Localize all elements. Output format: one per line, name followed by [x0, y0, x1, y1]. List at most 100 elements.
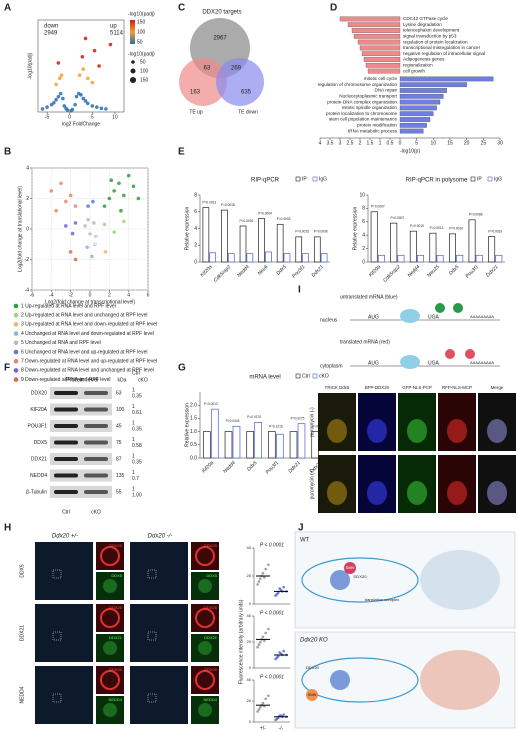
inset-box: [147, 631, 157, 641]
diagram-text: AUG: [368, 314, 379, 320]
point: [85, 101, 90, 106]
point: [102, 222, 107, 227]
y-tick-label: 4: [362, 233, 365, 239]
protein-name: DDX5: [34, 440, 48, 446]
point: [83, 224, 87, 228]
legend-label: 7 Down-regulated at RNA level and up-reg…: [21, 359, 157, 365]
bar-label: Lysine degradation: [403, 22, 442, 27]
micrograph: [130, 666, 188, 724]
bar-label: stem cell population maintenance: [329, 117, 398, 122]
y-tick-label: 1.0: [190, 429, 197, 435]
gene-label: Kif20a: [84, 229, 97, 234]
cell: [103, 579, 117, 593]
y-axis-label: Relative expression: [184, 206, 190, 250]
x-axis-label: Log2(fold change at transcriptional leve…: [45, 299, 135, 305]
cell-shape: [420, 550, 500, 610]
colorbar-tick: 50: [137, 39, 143, 45]
micrograph: [35, 604, 93, 662]
point: [68, 250, 73, 254]
legend-label: 2 Up-regulated at RNA level and unchange…: [21, 313, 147, 319]
kda: 45: [116, 423, 122, 429]
y-tick-label: 8: [194, 192, 197, 198]
bar: [399, 128, 424, 134]
y-tick-label: 40: [247, 545, 252, 550]
bar: [347, 22, 401, 28]
bar: [399, 76, 494, 82]
point: [117, 181, 121, 186]
cell: [100, 546, 120, 566]
x-tick-label: Nedd4: [222, 460, 237, 475]
column-header: TRICK Ddx5: [325, 385, 350, 390]
ratio: 1: [132, 486, 135, 492]
legend-swatch: [295, 373, 301, 379]
legend-swatch: [13, 312, 19, 318]
panel-label: B: [4, 147, 11, 158]
ratio: 1: [132, 453, 135, 459]
point: [56, 61, 61, 65]
legend-label: 9 Down-regulated at RNA and RPF level: [21, 377, 111, 383]
x-tick-label: 4: [319, 140, 322, 146]
bar-label: protein-DNA complex organization: [327, 99, 397, 104]
protein: [453, 303, 463, 313]
p-value: P=0.0013: [430, 226, 444, 230]
panel-label: F: [4, 363, 10, 374]
bar-label: mitotic cell cycle: [364, 76, 398, 81]
inset-box: [147, 693, 157, 703]
row-label: DDX21: [19, 625, 25, 641]
point: [126, 173, 131, 178]
blot-bg: [50, 469, 112, 482]
x-tick-label: 15: [447, 140, 453, 146]
p-value: P=0.0170: [247, 415, 261, 419]
x-tick-label: Neu25: [426, 264, 441, 279]
bar: [353, 33, 401, 39]
panel-label: D: [330, 3, 337, 14]
x-tick-label: Nedd4: [236, 264, 251, 279]
band: [54, 424, 78, 428]
genotype: Ddx20 -/-: [148, 534, 173, 540]
point: [93, 242, 97, 247]
bar: [313, 236, 321, 263]
panel-label: C: [178, 3, 185, 14]
x-tick-label: 30: [497, 140, 503, 146]
point: [264, 697, 268, 701]
size-swatch: [131, 60, 135, 64]
x-tick-label: Kif20a: [199, 264, 213, 278]
cell: [198, 703, 212, 717]
x-tick-label: 1.5: [367, 140, 374, 146]
point: [112, 230, 116, 234]
band: [84, 440, 108, 445]
point: [73, 257, 78, 262]
x-tick-label: 1: [379, 140, 382, 146]
micrograph: [130, 604, 188, 662]
p-value: P=0.0007: [390, 216, 404, 220]
size-swatch: [130, 68, 136, 74]
x-tick-label: Pou3f1: [265, 460, 281, 476]
cell: [103, 703, 117, 717]
point: [56, 94, 61, 99]
colorbar-tick: 100: [137, 29, 146, 35]
y-tick-label: 40: [247, 677, 252, 682]
legend-swatch: [487, 176, 493, 182]
condition: Ddx20 KO: [300, 638, 328, 644]
size-legend-label: 50: [140, 59, 146, 65]
bar-label: DNA repair: [375, 88, 398, 93]
x-tick-label: Ddx5: [246, 460, 259, 473]
x-tick-label: 2: [108, 292, 111, 298]
y-tick-label: 0.0: [190, 455, 197, 461]
x-tick-label: 10: [112, 114, 118, 120]
p-value: P=0.0004: [258, 211, 272, 215]
point: [64, 199, 68, 204]
gene-label: Ddx5: [56, 233, 67, 238]
kda: 135: [116, 473, 125, 479]
p-value: P=0.0010: [449, 227, 463, 231]
point: [40, 107, 45, 111]
annotation: 2949: [44, 31, 58, 37]
x-tick-label: -6: [30, 292, 35, 298]
panel-label: A: [4, 3, 11, 14]
point: [73, 221, 78, 225]
band: [84, 490, 108, 494]
bar-label: protein modification: [357, 123, 397, 128]
blot-bg: [50, 420, 112, 432]
bar: [367, 68, 401, 74]
legend-swatch: [312, 373, 318, 379]
